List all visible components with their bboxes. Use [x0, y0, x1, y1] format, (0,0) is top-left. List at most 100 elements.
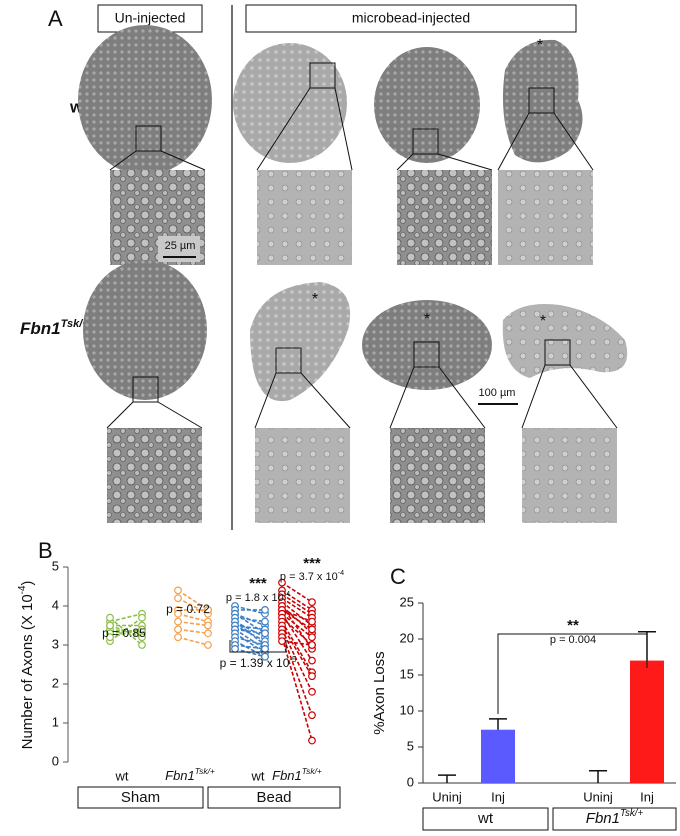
- point: [204, 606, 212, 614]
- point: [138, 613, 146, 622]
- text-part: p = 1.8 x 10: [226, 592, 284, 604]
- bracket: [229, 640, 287, 653]
- panel-label: B: [38, 538, 53, 563]
- pair-line: [281, 621, 313, 673]
- micrograph: [78, 25, 212, 175]
- asterisk: *: [312, 291, 318, 308]
- row-label: Fbn1Tsk/+: [20, 318, 89, 339]
- point: [138, 641, 146, 649]
- point: [261, 652, 269, 661]
- micrograph: [233, 43, 347, 163]
- point: [204, 641, 212, 649]
- point: [261, 617, 269, 626]
- pair-line: [234, 644, 266, 650]
- y-tick-label: 5: [52, 558, 59, 573]
- annotation: **: [567, 617, 579, 634]
- panel-c: C %Axon Loss 0 5 10 15 20 25 Uninj Inj Uninj Inj wt F…: [371, 564, 677, 831]
- pair-line: [234, 648, 266, 658]
- group-box: [422, 807, 549, 831]
- point: [278, 637, 286, 645]
- point: [308, 633, 316, 642]
- point: [174, 625, 182, 634]
- point: [174, 609, 182, 618]
- x-tick-label: wt: [251, 768, 265, 783]
- y-tick-label: 1: [52, 714, 59, 729]
- pair-line: [177, 636, 209, 646]
- pair-line: [281, 636, 313, 741]
- asterisk: *: [540, 313, 546, 330]
- x-tick-label: wt: [115, 768, 129, 783]
- bracket: [497, 633, 648, 714]
- pair-line: [177, 628, 209, 635]
- y-tick-label: 15: [400, 666, 414, 681]
- y-tick-label: 20: [400, 630, 414, 645]
- annotation: p = 0.72: [166, 602, 210, 616]
- pair-line: [281, 629, 313, 693]
- bar: [481, 729, 515, 783]
- y-tick-label: 3: [52, 636, 59, 651]
- pair-line: [281, 601, 313, 627]
- annotation: ***: [303, 555, 321, 572]
- pair-line: [109, 613, 143, 623]
- y-axis-label: Number of Axons (X 10-4): [17, 581, 36, 750]
- scale-label: 25 µm: [165, 240, 196, 252]
- inset: [107, 428, 202, 523]
- y-tick-label: 0: [407, 774, 414, 789]
- y-tick-label: 4: [52, 597, 59, 612]
- y-tick-label: 0: [52, 753, 59, 768]
- pair-line: [177, 620, 209, 627]
- point: [308, 617, 316, 626]
- annotation: p = 1.8 x 10-4: [226, 590, 290, 604]
- group-label: wt: [477, 810, 494, 827]
- point: [261, 629, 269, 638]
- point: [174, 594, 182, 603]
- panel-label: C: [390, 564, 406, 589]
- micrograph: [362, 300, 492, 390]
- point: [174, 586, 182, 595]
- header-box: [245, 4, 577, 33]
- point: [308, 598, 316, 606]
- inset: [498, 170, 593, 265]
- point: [261, 606, 269, 614]
- pair-line: [234, 636, 266, 646]
- pair-line: [281, 609, 313, 623]
- pair-line: [234, 616, 266, 623]
- pair-line: [109, 628, 143, 635]
- error-bar: [489, 718, 507, 730]
- superscript: -5: [289, 655, 297, 664]
- pair-line: [281, 633, 313, 716]
- pair-line: [177, 613, 209, 623]
- superscript: Tsk/+: [61, 318, 90, 330]
- pair-line: [281, 640, 313, 646]
- pair-line: [109, 617, 143, 646]
- point: [261, 645, 269, 653]
- header: Un-injected: [115, 10, 186, 26]
- bar: [630, 660, 664, 783]
- micrograph: [374, 47, 480, 163]
- group-box: [77, 786, 204, 809]
- pair-line: [281, 617, 313, 646]
- point: [174, 633, 182, 642]
- text-part: ): [19, 581, 36, 586]
- y-tick-label: 25: [400, 594, 414, 609]
- error-bar: [589, 770, 607, 783]
- micrograph: [250, 282, 351, 402]
- asterisk: *: [537, 37, 543, 54]
- annotation: p = 1.39 x 10-5: [220, 655, 297, 671]
- x-tick-label: Inj: [640, 789, 654, 804]
- point: [174, 617, 182, 626]
- y-tick-label: 2: [52, 675, 59, 690]
- asterisk: *: [424, 311, 430, 328]
- point: [231, 645, 239, 653]
- point: [138, 633, 146, 642]
- header: microbead-injected: [352, 10, 470, 26]
- point: [278, 578, 286, 587]
- pair-line: [234, 620, 266, 646]
- point: [106, 621, 114, 630]
- x-tick-label: Uninj: [432, 789, 462, 804]
- point: [204, 629, 212, 638]
- superscript: Tsk/+: [302, 766, 322, 776]
- point: [308, 625, 316, 634]
- micrograph: [502, 39, 583, 163]
